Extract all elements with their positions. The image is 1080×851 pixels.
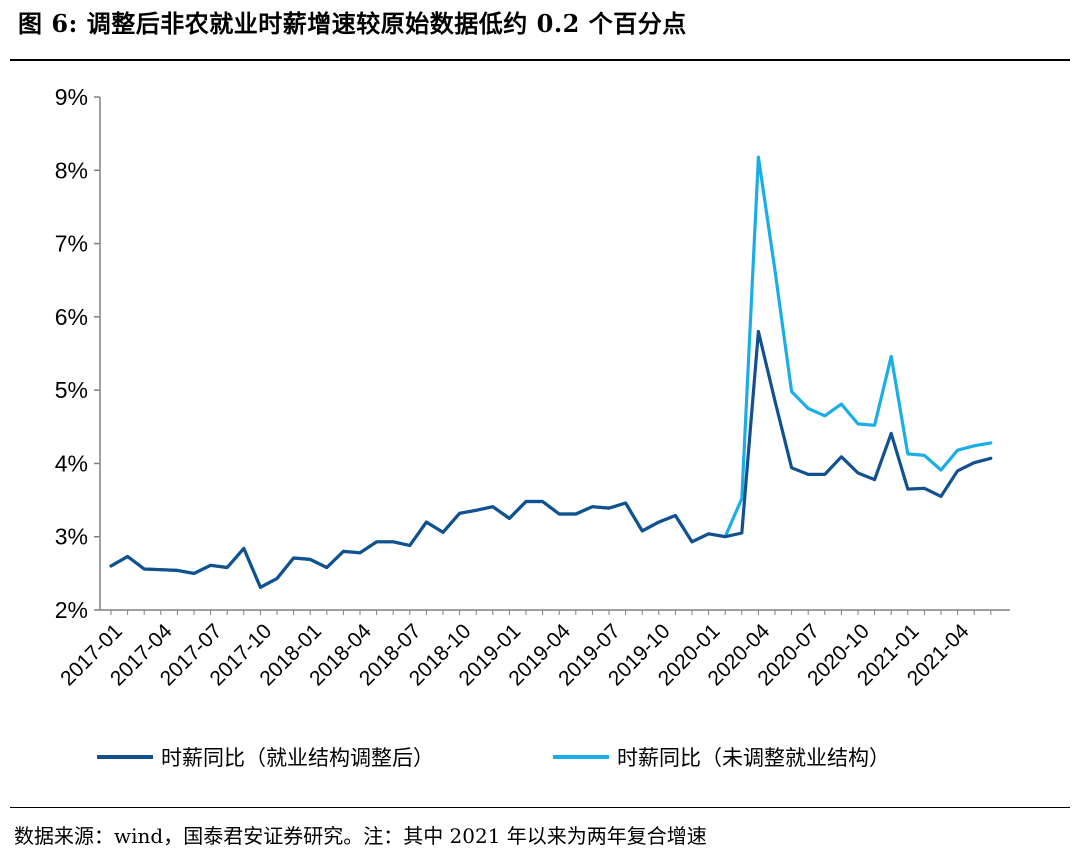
legend-item-unadjusted: 时薪同比（未调整就业结构）: [553, 740, 890, 774]
source-note: 数据来源：wind，国泰君安证券研究。注：其中 2021 年以来为两年复合增速: [14, 824, 707, 848]
y-tick-label: 9%: [55, 84, 88, 110]
chart-legend: 时薪同比（就业结构调整后） 时薪同比（未调整就业结构）: [0, 740, 1080, 780]
legend-swatch-unadjusted: [553, 755, 609, 759]
series-line-unadjusted: [109, 155, 993, 589]
legend-swatch-adjusted: [97, 755, 153, 759]
y-tick-label: 4%: [55, 450, 88, 476]
y-tick-label: 3%: [55, 524, 88, 550]
y-tick-label: 6%: [55, 304, 88, 330]
footer-divider: [10, 807, 1070, 808]
x-axis: 2017-012017-042017-072017-102018-012018-…: [56, 609, 1010, 690]
legend-label-adjusted: 时薪同比（就业结构调整后）: [161, 746, 434, 770]
legend-label-unadjusted: 时薪同比（未调整就业结构）: [617, 746, 890, 770]
chart-series: [109, 155, 993, 589]
figure-title: 图 6: 调整后非农就业时薪增速较原始数据低约 0.2 个百分点: [18, 9, 687, 38]
legend-item-adjusted: 时薪同比（就业结构调整后）: [97, 740, 434, 774]
y-tick-label: 5%: [55, 377, 88, 403]
line-chart: 2% 3% 4% 5% 6% 7% 8% 9% 2017-012017-042017-0720…: [55, 84, 1010, 690]
y-axis: 2% 3% 4% 5% 6% 7% 8% 9%: [55, 84, 101, 623]
y-tick-label: 7%: [55, 231, 88, 257]
y-tick-label: 8%: [55, 157, 88, 183]
series-line-adjusted: [109, 329, 993, 589]
title-divider: [10, 59, 1070, 61]
y-tick-label: 2%: [55, 597, 88, 623]
